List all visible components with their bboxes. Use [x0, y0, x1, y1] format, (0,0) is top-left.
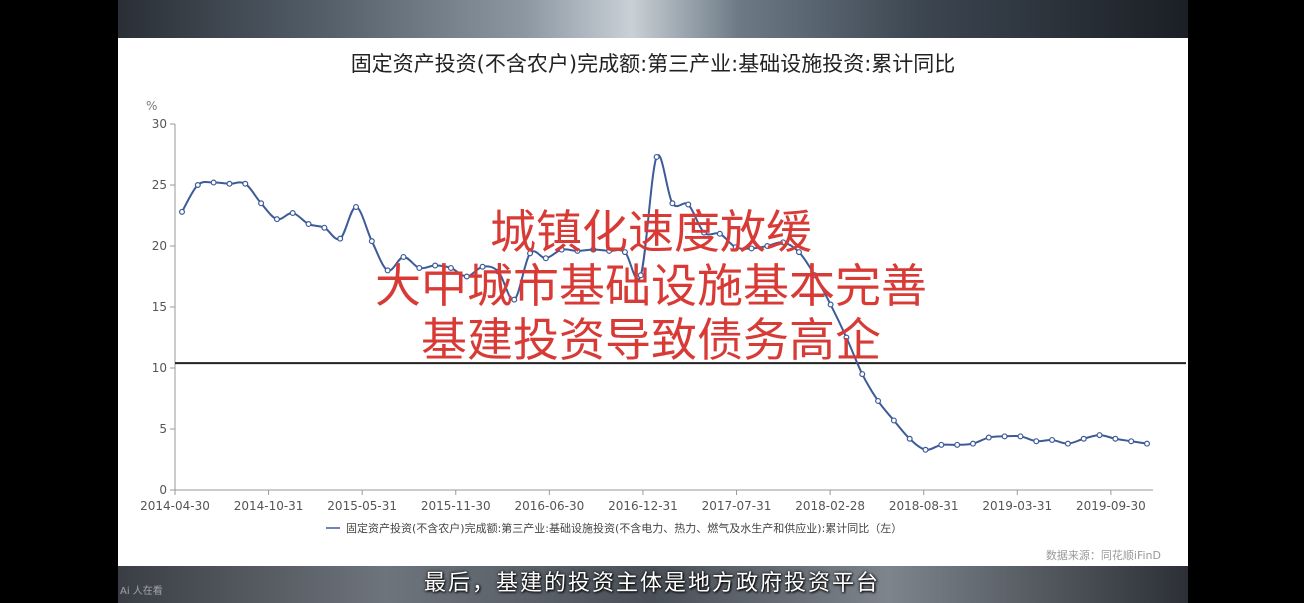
data-point [669, 200, 676, 207]
data-point [1049, 436, 1056, 443]
y-tick-label: 10 [152, 361, 167, 375]
data-point [843, 334, 850, 341]
data-point [479, 263, 486, 270]
data-point [273, 216, 280, 223]
data-point [1017, 433, 1024, 440]
data-point [859, 371, 866, 378]
data-point [1143, 440, 1150, 447]
data-point [969, 440, 976, 447]
y-axis-unit: % [146, 99, 157, 113]
data-point [416, 264, 423, 271]
data-point [226, 180, 233, 187]
data-point [463, 273, 470, 280]
data-point [590, 246, 597, 253]
data-point [258, 200, 265, 207]
line-chart: 固定资产投资(不含农户)完成额:第三产业:基础设施投资:累计同比 % 0 5 10 1… [140, 52, 1186, 562]
video-background-top [118, 0, 1188, 38]
x-tick-label: 2018-08-31 [889, 499, 959, 513]
data-point [447, 264, 454, 271]
y-tick-label: 25 [152, 178, 167, 192]
data-point [1080, 435, 1087, 442]
legend-label: 固定资产投资(不含农户)完成额:第三产业:基础设施投资(不含电力、热力、燃气及水… [346, 521, 902, 535]
data-point [875, 397, 882, 404]
data-point [1033, 438, 1040, 445]
x-tick-label: 2014-10-31 [234, 499, 304, 513]
x-tick-label: 2016-12-31 [608, 499, 678, 513]
legend: 固定资产投资(不含农户)完成额:第三产业:基础设施投资(不含电力、热力、燃气及水… [326, 521, 902, 535]
data-point [400, 253, 407, 260]
data-point [289, 210, 296, 217]
x-tick-label: 2019-09-30 [1076, 499, 1146, 513]
data-point [1001, 433, 1008, 440]
data-point [954, 441, 961, 448]
data-point [827, 301, 834, 308]
data-point [811, 272, 818, 279]
data-point [621, 249, 628, 256]
data-point [368, 238, 375, 245]
chart-title: 固定资产投资(不含农户)完成额:第三产业:基础设施投资:累计同比 [351, 52, 956, 76]
data-point [1112, 435, 1119, 442]
x-tick-label: 2018-02-28 [795, 499, 865, 513]
x-tick-label: 2016-06-30 [514, 499, 584, 513]
data-point [748, 245, 755, 252]
data-point [890, 417, 897, 424]
data-point [574, 247, 581, 254]
data-point [384, 267, 391, 274]
data-point [511, 296, 518, 303]
data-point [685, 201, 692, 208]
data-point [1064, 440, 1071, 447]
series-group [178, 153, 1150, 453]
data-point [242, 180, 249, 187]
data-point [764, 243, 771, 250]
data-point [1128, 438, 1135, 445]
data-point [210, 179, 217, 186]
y-tick-label: 30 [152, 117, 167, 131]
data-point [542, 255, 549, 262]
data-point [985, 434, 992, 441]
data-point [337, 235, 344, 242]
data-point [495, 268, 502, 275]
y-tick-label: 15 [152, 300, 167, 314]
overlay-line-2: 大中城市基础设施基本完善 [375, 259, 927, 313]
watermark: Ai 人在看 [120, 586, 163, 597]
data-point [606, 247, 613, 254]
x-tick-label: 2017-07-31 [702, 499, 772, 513]
data-point [527, 250, 534, 257]
data-point [795, 249, 802, 256]
x-tick-label: 2019-03-31 [982, 499, 1052, 513]
video-subtitle: 最后，基建的投资主体是地方政府投资平台 [423, 571, 880, 596]
data-point [432, 262, 439, 269]
data-point [637, 272, 644, 279]
data-point [178, 208, 185, 215]
data-source: 数据来源：同花顺iFinD [1046, 548, 1161, 562]
y-tick-label: 20 [152, 239, 167, 253]
data-point [1096, 432, 1103, 439]
y-tick-label: 0 [159, 483, 167, 497]
data-point [305, 221, 312, 228]
overlay-line-1: 城镇化速度放缓 [490, 205, 812, 259]
chart-panel: 固定资产投资(不含农户)完成额:第三产业:基础设施投资:累计同比 % 0 5 10 1… [118, 38, 1188, 566]
axis-group: 0 5 10 15 20 25 30 2014-04-30 2014-10-31 2015-05-… [140, 117, 1153, 513]
overlay-line-3: 基建投资导致债务高企 [421, 313, 881, 367]
x-tick-label: 2015-05-31 [327, 499, 397, 513]
data-point [321, 224, 328, 231]
data-point [716, 230, 723, 237]
x-tick-label: 2014-04-30 [140, 499, 210, 513]
data-point [353, 203, 360, 210]
data-point [906, 435, 913, 442]
x-tick-label: 2015-11-30 [421, 499, 491, 513]
data-point [701, 229, 708, 236]
overlay-annotation: 城镇化速度放缓 大中城市基础设施基本完善 基建投资导致债务高企 [290, 205, 1012, 367]
data-point [653, 153, 660, 160]
data-point [780, 239, 787, 246]
data-point [938, 441, 945, 448]
data-point [558, 246, 565, 253]
video-background-bottom [118, 566, 1188, 603]
data-point [732, 244, 739, 251]
data-point [922, 446, 929, 453]
y-tick-label: 5 [159, 422, 167, 436]
data-point [194, 182, 201, 189]
